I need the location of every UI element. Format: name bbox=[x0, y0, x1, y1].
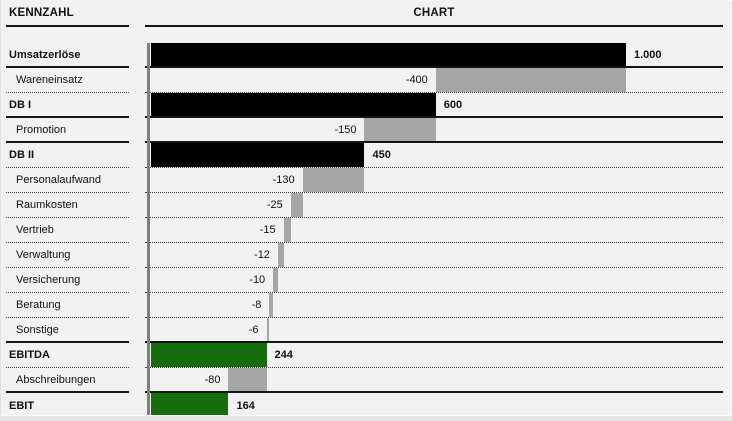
row-chart-wareneinsatz: -400 bbox=[145, 68, 723, 93]
row-label-sonstige: Sonstige bbox=[6, 318, 129, 343]
row-chart-versicherung: -10 bbox=[145, 268, 723, 293]
row-chart-ebitda: 244 bbox=[145, 343, 723, 368]
row-chart-beratung: -8 bbox=[145, 293, 723, 318]
bar-promotion[interactable] bbox=[364, 118, 436, 141]
bar-versicherung[interactable] bbox=[273, 268, 278, 292]
row-label-umsatzerloese: Umsatzerlöse bbox=[6, 43, 129, 68]
value-label-abschreibungen: -80 bbox=[204, 373, 221, 386]
row-label-db-i: DB I bbox=[6, 93, 129, 118]
row-chart-promotion: -150 bbox=[145, 118, 723, 143]
window-bottom-edge bbox=[1, 415, 732, 421]
row-label-beratung: Beratung bbox=[6, 293, 129, 318]
value-label-db-ii: 450 bbox=[372, 149, 391, 161]
row-chart-sonstige: -6 bbox=[145, 318, 723, 343]
value-label-raumkosten: -25 bbox=[266, 199, 283, 211]
value-label-db-i: 600 bbox=[443, 98, 463, 111]
row-chart-verwaltung: -12 bbox=[145, 243, 723, 268]
row-label-raumkosten: Raumkosten bbox=[6, 193, 129, 218]
row-label-verwaltung: Verwaltung bbox=[6, 243, 129, 268]
bar-umsatzerloese[interactable] bbox=[150, 43, 626, 66]
value-label-personalaufwand: -130 bbox=[272, 174, 295, 186]
row-chart-db-i: 600 bbox=[145, 93, 723, 118]
chart-title: CHART bbox=[413, 7, 455, 19]
row-chart-db-ii: 450 bbox=[145, 143, 723, 168]
row-chart-ebit: 164 bbox=[145, 393, 723, 418]
bar-personalaufwand[interactable] bbox=[302, 168, 365, 192]
row-chart-umsatzerloese: 1.000 bbox=[145, 43, 723, 68]
row-label-vertrieb: Vertrieb bbox=[6, 218, 129, 243]
chart-header-underline bbox=[145, 25, 723, 27]
value-label-vertrieb: -15 bbox=[259, 224, 276, 236]
left-header-underline bbox=[6, 25, 129, 27]
row-label-ebitda: EBITDA bbox=[6, 343, 129, 368]
bar-ebitda[interactable] bbox=[150, 343, 267, 367]
left-column-title: KENNZAHL bbox=[9, 7, 74, 19]
value-label-beratung: -8 bbox=[251, 299, 262, 311]
bar-verwaltung[interactable] bbox=[277, 243, 284, 267]
row-chart-abschreibungen: -80 bbox=[145, 368, 723, 393]
bar-wareneinsatz[interactable] bbox=[435, 68, 626, 92]
row-label-abschreibungen: Abschreibungen bbox=[6, 368, 129, 393]
bar-vertrieb[interactable] bbox=[283, 218, 291, 242]
value-label-sonstige: -6 bbox=[248, 323, 259, 336]
value-label-wareneinsatz: -400 bbox=[405, 74, 428, 86]
value-label-promotion: -150 bbox=[334, 123, 357, 136]
row-label-wareneinsatz: Wareneinsatz bbox=[6, 68, 129, 93]
row-label-versicherung: Versicherung bbox=[6, 268, 129, 293]
bar-ebit[interactable] bbox=[150, 393, 229, 418]
row-chart-personalaufwand: -130 bbox=[145, 168, 723, 193]
value-label-ebitda: 244 bbox=[274, 349, 293, 361]
bar-db-ii[interactable] bbox=[150, 143, 365, 167]
bar-sonstige[interactable] bbox=[266, 318, 270, 341]
row-label-promotion: Promotion bbox=[6, 118, 129, 143]
value-label-verwaltung: -12 bbox=[254, 249, 270, 261]
row-label-ebit: EBIT bbox=[9, 399, 35, 412]
value-label-versicherung: -10 bbox=[249, 274, 266, 286]
row-label-personalaufwand: Personalaufwand bbox=[6, 168, 129, 193]
row-chart-raumkosten: -25 bbox=[145, 193, 723, 218]
value-label-ebit: 164 bbox=[236, 399, 255, 412]
bar-beratung[interactable] bbox=[269, 293, 274, 317]
row-chart-vertrieb: -15 bbox=[145, 218, 723, 243]
axis-baseline bbox=[147, 43, 150, 418]
bar-raumkosten[interactable] bbox=[290, 193, 303, 217]
row-label-db-ii: DB II bbox=[6, 143, 129, 168]
value-label-umsatzerloese: 1.000 bbox=[634, 48, 662, 61]
bar-abschreibungen[interactable] bbox=[228, 368, 267, 391]
bar-db-i[interactable] bbox=[150, 93, 436, 116]
